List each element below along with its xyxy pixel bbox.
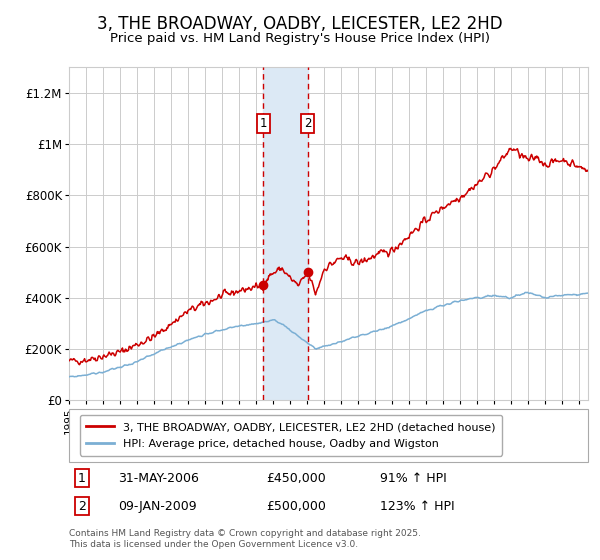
FancyBboxPatch shape — [69, 409, 588, 462]
Text: 2: 2 — [78, 500, 86, 513]
Text: £450,000: £450,000 — [266, 472, 326, 485]
Text: 2: 2 — [304, 117, 311, 130]
Text: 31-MAY-2006: 31-MAY-2006 — [118, 472, 199, 485]
Text: £500,000: £500,000 — [266, 500, 326, 513]
Text: 3, THE BROADWAY, OADBY, LEICESTER, LE2 2HD: 3, THE BROADWAY, OADBY, LEICESTER, LE2 2… — [97, 15, 503, 33]
Text: Contains HM Land Registry data © Crown copyright and database right 2025.
This d: Contains HM Land Registry data © Crown c… — [69, 529, 421, 549]
Bar — [263, 67, 308, 400]
Text: 91% ↑ HPI: 91% ↑ HPI — [380, 472, 447, 485]
Legend: 3, THE BROADWAY, OADBY, LEICESTER, LE2 2HD (detached house), HPI: Average price,: 3, THE BROADWAY, OADBY, LEICESTER, LE2 2… — [80, 415, 502, 456]
Text: 123% ↑ HPI: 123% ↑ HPI — [380, 500, 455, 513]
Text: 1: 1 — [260, 117, 267, 130]
Text: Price paid vs. HM Land Registry's House Price Index (HPI): Price paid vs. HM Land Registry's House … — [110, 32, 490, 45]
Text: 1: 1 — [78, 472, 86, 485]
Text: 09-JAN-2009: 09-JAN-2009 — [118, 500, 197, 513]
